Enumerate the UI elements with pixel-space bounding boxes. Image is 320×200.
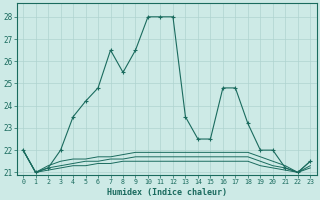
X-axis label: Humidex (Indice chaleur): Humidex (Indice chaleur) [107, 188, 227, 197]
